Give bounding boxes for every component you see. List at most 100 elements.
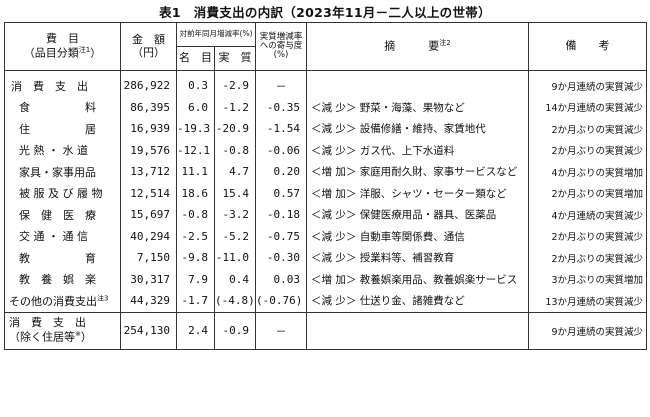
- summary-cell: ＜増 加＞ 教養娯楽用品、教養娯楽サービス: [306, 268, 530, 290]
- amount-cell: 19,576: [120, 139, 177, 161]
- amount-header: 金 額 （円）: [120, 22, 177, 71]
- item-header-label: 費 目: [46, 32, 79, 46]
- real-cell: -5.2: [213, 225, 257, 247]
- amount-cell: 44,329: [120, 290, 177, 312]
- summary-cell: ＜減 少＞ 保健医療用品・器具、医薬品: [306, 204, 530, 226]
- item-cell: 教 育: [4, 247, 121, 269]
- real-cell: -0.8: [213, 139, 257, 161]
- contribution-cell: -0.35: [255, 96, 308, 118]
- header-row-2: 名 目 実 質: [5, 46, 647, 71]
- remark-cell: 9か月連続の実質減少: [528, 311, 648, 350]
- amount-cell: 30,317: [120, 268, 177, 290]
- footnote-marker: 注2: [439, 39, 451, 48]
- real-cell: -2.9: [213, 70, 257, 97]
- remarks-header: 備 考: [528, 22, 648, 71]
- item-cell: 被 服 及 び 履 物: [4, 182, 121, 204]
- contribution-cell: 0.20: [255, 161, 308, 183]
- summary-cell: ＜減 少＞ ガス代、上下水道料: [306, 139, 530, 161]
- footnote-marker: 注1: [78, 45, 91, 54]
- summary-cell: ＜増 加＞ 洋服、シャツ・セーター類など: [306, 182, 530, 204]
- amount-cell: 12,514: [120, 182, 177, 204]
- remark-cell: 2か月ぶりの実質減少: [528, 139, 648, 161]
- remark-cell: 13か月連続の実質減少: [528, 290, 648, 312]
- table-row: 教 育 7,150 -9.8 -11.0 -0.30 ＜減 少＞ 授業料等、補習…: [4, 247, 648, 269]
- footnote-marker: ※: [75, 330, 81, 339]
- summary-cell: [306, 70, 530, 97]
- summary-cell: ＜増 加＞ 家庭用耐久財、家事サービスなど: [306, 161, 530, 183]
- summary-cell: ＜減 少＞ 野菜・海藻、果物など: [306, 96, 530, 118]
- nominal-cell: -2.5: [176, 225, 215, 247]
- table-row: 教 養 娯 楽 30,317 7.9 0.4 0.03 ＜増 加＞ 教養娯楽用品…: [4, 268, 648, 290]
- nominal-cell: 18.6: [176, 182, 215, 204]
- remark-cell: 9か月連続の実質減少: [528, 70, 648, 97]
- real-header: 実 質: [213, 46, 257, 71]
- contribution-cell: -0.75: [255, 225, 308, 247]
- real-cell: -0.9: [213, 311, 257, 350]
- table-row: 住 居 16,939 -19.3 -20.9 -1.54 ＜減 少＞ 設備修繕・…: [4, 118, 648, 140]
- contribution-cell: (-0.76): [255, 290, 308, 312]
- summary-cell: ＜減 少＞ 設備修繕・維持、家賃地代: [306, 118, 530, 140]
- table-row: 家具・家事用品 13,712 11.1 4.7 0.20 ＜増 加＞ 家庭用耐久…: [4, 161, 648, 183]
- summary-cell: ＜減 少＞ 授業料等、補習教育: [306, 247, 530, 269]
- remark-cell: 4か月連続の実質減少: [528, 204, 648, 226]
- amount-header-unit: （円）: [132, 45, 165, 59]
- real-cell: -20.9: [213, 118, 257, 140]
- remark-cell: 3か月ぶりの実質増加: [528, 268, 648, 290]
- contribution-cell: 0.03: [255, 268, 308, 290]
- real-cell: -11.0: [213, 247, 257, 269]
- amount-cell: 7,150: [120, 247, 177, 269]
- expenditure-table: 費 目 （品目分類注1） 金 額 （円） 対前年同月増減率(%) 実質増減率への…: [4, 22, 648, 350]
- amount-cell: 15,697: [120, 204, 177, 226]
- real-cell: -3.2: [213, 204, 257, 226]
- remark-cell: 2か月ぶりの実質減少: [528, 118, 648, 140]
- nominal-cell: -0.8: [176, 204, 215, 226]
- nominal-cell: 6.0: [176, 96, 215, 118]
- table-row: 保 健 医 療 15,697 -0.8 -3.2 -0.18 ＜減 少＞ 保健医…: [4, 204, 648, 226]
- amount-header-label: 金 額: [132, 32, 165, 46]
- item-cell: 消 費 支 出: [4, 70, 121, 97]
- table-row: 消 費 支 出 286,922 0.3 -2.9 － 9か月連続の実質減少: [4, 70, 648, 97]
- remark-cell: 4か月ぶりの実質増加: [528, 161, 648, 183]
- real-cell: 15.4: [213, 182, 257, 204]
- summary-cell: [306, 311, 530, 350]
- contribution-cell: 0.57: [255, 182, 308, 204]
- contribution-cell: -0.18: [255, 204, 308, 226]
- amount-cell: 40,294: [120, 225, 177, 247]
- table-row: 被 服 及 び 履 物 12,514 18.6 15.4 0.57 ＜増 加＞ …: [4, 182, 648, 204]
- item-cell: 光 熱 ・ 水 道: [4, 139, 121, 161]
- nominal-cell: 0.3: [176, 70, 215, 97]
- item-header: 費 目 （品目分類注1）: [4, 22, 121, 71]
- item-cell: 消 費 支 出 （除く住居等※）: [4, 311, 121, 350]
- nominal-cell: -19.3: [176, 118, 215, 140]
- real-cell: 4.7: [213, 161, 257, 183]
- remark-cell: 14か月連続の実質減少: [528, 96, 648, 118]
- table-title: 表1 消費支出の内訳（2023年11月－二人以上の世帯）: [159, 5, 491, 20]
- contribution-cell: -0.30: [255, 247, 308, 269]
- amount-cell: 16,939: [120, 118, 177, 140]
- remark-cell: 2か月ぶりの実質減少: [528, 247, 648, 269]
- contribution-cell: -1.54: [255, 118, 308, 140]
- nominal-cell: -1.7: [176, 290, 215, 312]
- item-cell: 教 養 娯 楽: [4, 268, 121, 290]
- summary-cell: ＜減 少＞ 仕送り金、諸雑費など: [306, 290, 530, 312]
- contribution-cell: －: [255, 70, 308, 97]
- nominal-cell: -9.8: [176, 247, 215, 269]
- amount-cell: 13,712: [120, 161, 177, 183]
- nominal-cell: -12.1: [176, 139, 215, 161]
- item-cell: 食 料: [4, 96, 121, 118]
- remark-cell: 2か月ぶりの実質増加: [528, 182, 648, 204]
- nominal-cell: 2.4: [176, 311, 215, 350]
- footer-item-line2: （除く住居等※）: [9, 330, 92, 344]
- table-row: 光 熱 ・ 水 道 19,576 -12.1 -0.8 -0.06 ＜減 少＞ …: [4, 139, 648, 161]
- item-cell: 保 健 医 療: [4, 204, 121, 226]
- summary-cell: ＜減 少＞ 自動車等関係費、通信: [306, 225, 530, 247]
- contribution-header: 実質増減率への寄与度(%): [255, 22, 308, 71]
- item-cell: 住 居: [4, 118, 121, 140]
- table-row: 消 費 支 出 （除く住居等※） 254,130 2.4 -0.9 － 9か月連…: [4, 311, 648, 350]
- nominal-cell: 11.1: [176, 161, 215, 183]
- amount-cell: 286,922: [120, 70, 177, 97]
- contribution-cell: -0.06: [255, 139, 308, 161]
- table-row: 食 料 86,395 6.0 -1.2 -0.35 ＜減 少＞ 野菜・海藻、果物…: [4, 96, 648, 118]
- amount-cell: 86,395: [120, 96, 177, 118]
